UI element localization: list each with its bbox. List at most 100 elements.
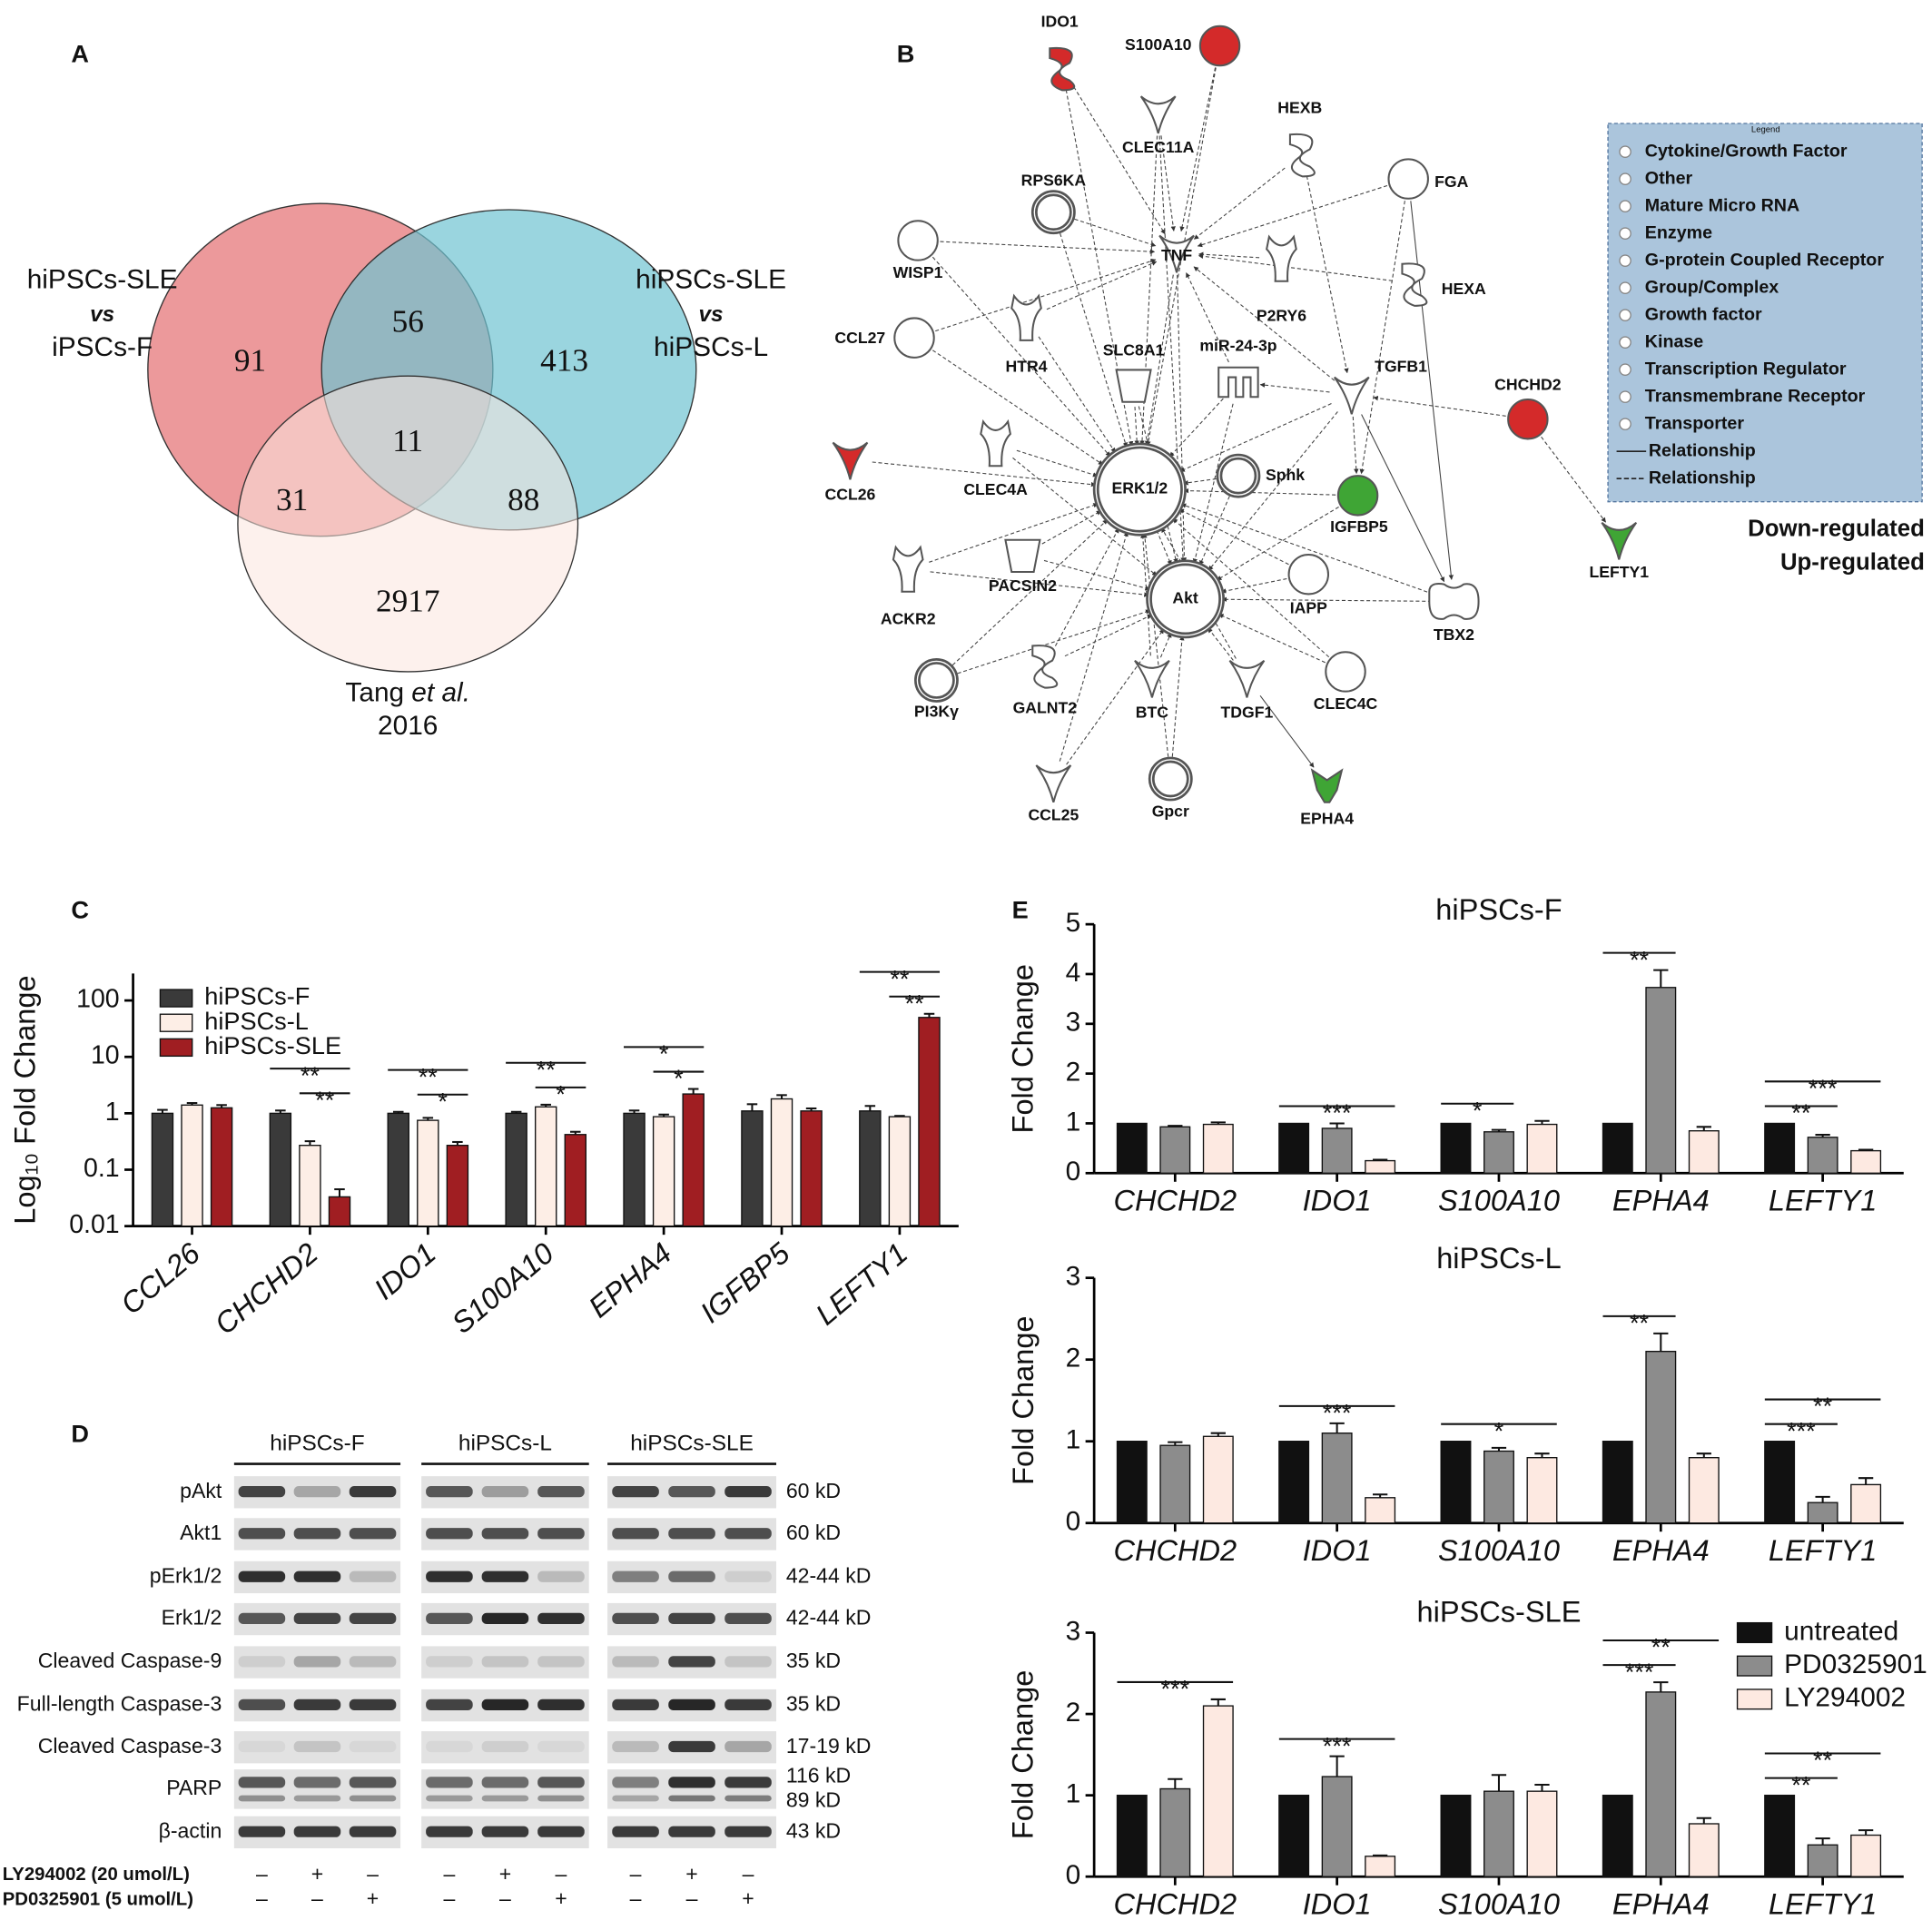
error-bar xyxy=(1210,1121,1226,1125)
network-legend-item: Growth factor xyxy=(1645,304,1762,324)
blot-row-label: β-actin xyxy=(159,1818,222,1842)
network-legend-item: Mature Micro RNA xyxy=(1645,195,1799,215)
error-bar xyxy=(776,1094,787,1099)
blot-band xyxy=(426,1698,473,1710)
relationship-edge xyxy=(1159,632,1172,658)
relationship-edge xyxy=(1064,614,1153,657)
error-bar xyxy=(1653,969,1669,988)
blot-band xyxy=(612,1826,659,1837)
blot-band xyxy=(426,1570,473,1582)
blot-band xyxy=(724,1795,772,1802)
network-node xyxy=(893,317,935,359)
bar xyxy=(1116,1441,1148,1524)
blot-size-label: 60 kD xyxy=(786,1479,841,1502)
blot-band xyxy=(349,1486,397,1498)
x-tick-label: S100A10 xyxy=(1438,1887,1560,1920)
network-node xyxy=(1228,659,1266,698)
x-tick-label: LEFTY1 xyxy=(1769,1184,1877,1216)
error-bar xyxy=(570,1130,581,1135)
legend-icon xyxy=(1619,254,1631,267)
legend-label: PD0325901 xyxy=(1784,1649,1927,1679)
x-tick-label: EPHA4 xyxy=(1612,1534,1710,1567)
blot-band xyxy=(481,1698,529,1710)
significance-label: * xyxy=(1494,1416,1504,1444)
y-tick-label: 100 xyxy=(76,985,120,1014)
error-bar xyxy=(1329,1755,1345,1777)
relationship-edge xyxy=(1038,336,1116,453)
y-tick-label: 3 xyxy=(1066,1008,1081,1038)
blot-row-label: Cleaved Caspase-9 xyxy=(38,1649,222,1672)
relationship-edge xyxy=(940,241,1156,254)
blot-band xyxy=(238,1740,286,1753)
bar xyxy=(1278,1794,1310,1877)
blot-band xyxy=(668,1698,715,1710)
blot-band xyxy=(668,1528,715,1540)
significance-label: *** xyxy=(1323,1399,1352,1427)
y-axis-label: Fold Change xyxy=(1007,964,1040,1133)
treatment-sign: + xyxy=(311,1862,323,1886)
network-legend-box xyxy=(1607,123,1923,503)
blot-band xyxy=(238,1656,286,1668)
network-node-label: PI3Kγ xyxy=(914,702,959,720)
y-tick-label: 0 xyxy=(1066,1507,1081,1537)
blot-band xyxy=(612,1612,659,1624)
relationship-edge xyxy=(1217,506,1339,581)
y-tick-label: 0.1 xyxy=(84,1154,120,1183)
venn-count: 11 xyxy=(392,423,423,458)
blot-band xyxy=(724,1740,772,1753)
blot-band xyxy=(349,1612,397,1624)
bar xyxy=(269,1112,292,1227)
relationship-edge xyxy=(957,609,1151,674)
blot-band xyxy=(293,1486,341,1498)
blot-band xyxy=(537,1795,585,1802)
bar xyxy=(1764,1122,1796,1174)
blot-band xyxy=(238,1486,286,1498)
blot-band xyxy=(426,1486,473,1498)
blot-band xyxy=(724,1777,772,1788)
network-node-label: TBX2 xyxy=(1434,625,1474,644)
bar xyxy=(1526,1457,1558,1524)
venn-set-label: hiPSCs-L xyxy=(654,332,768,362)
relationship-edge xyxy=(1139,135,1158,446)
blot-size-label: 42-44 kD xyxy=(786,1606,872,1630)
relationship-edge xyxy=(1073,86,1166,235)
bar xyxy=(1278,1441,1310,1524)
network-node xyxy=(1149,563,1221,635)
error-bar xyxy=(1168,1125,1183,1127)
blot-band xyxy=(537,1486,585,1498)
venn-count: 2917 xyxy=(376,583,440,618)
network-node-label: HEXB xyxy=(1277,98,1322,116)
venn-set-label-part: et al. xyxy=(411,677,470,707)
x-tick-label: LEFTY1 xyxy=(810,1236,914,1331)
x-tick-label: IGFBP5 xyxy=(695,1236,797,1330)
network-node-label: EPHA4 xyxy=(1300,809,1354,827)
network-legend-title: Legend xyxy=(1751,124,1780,134)
network-node-label: miR-24-3p xyxy=(1199,336,1276,354)
significance-label: ** xyxy=(1813,1746,1833,1774)
y-tick-label: 1 xyxy=(1066,1425,1081,1455)
y-tick-label: 1 xyxy=(1066,1779,1081,1809)
legend-swatch xyxy=(1736,1655,1773,1677)
error-bar xyxy=(392,1110,404,1114)
y-tick-label: 2 xyxy=(1066,1698,1081,1728)
blot-strip xyxy=(421,1646,589,1679)
blot-row-label: Erk1/2 xyxy=(162,1606,222,1630)
network-node xyxy=(892,545,924,593)
blot-strip xyxy=(421,1769,589,1809)
significance-label: *** xyxy=(1809,1074,1838,1102)
blot-band xyxy=(349,1528,397,1540)
error-bar xyxy=(1815,1495,1830,1503)
down-regulated-label: Down-regulated xyxy=(1748,517,1925,542)
legend-icon xyxy=(1619,200,1631,212)
bar xyxy=(1159,1126,1191,1174)
error-bar xyxy=(216,1104,227,1108)
network-node-label: CCL25 xyxy=(1028,805,1079,823)
panel-label: E xyxy=(1012,896,1029,924)
network-node-label: TDGF1 xyxy=(1221,704,1274,722)
network-node-label: IGFBP5 xyxy=(1330,517,1388,536)
relationship-edge xyxy=(1352,416,1359,475)
network-legend-item: G-protein Coupled Receptor xyxy=(1645,250,1885,270)
legend-icon xyxy=(1619,227,1631,240)
bar xyxy=(1484,1131,1514,1174)
relationship-edge xyxy=(1160,135,1176,231)
